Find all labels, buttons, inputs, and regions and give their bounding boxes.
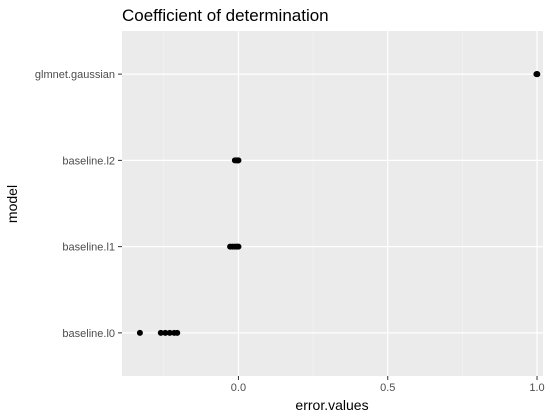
grid-minor	[163, 31, 463, 376]
chart-title: Coefficient of determination	[122, 6, 329, 25]
data-point	[136, 329, 143, 336]
data-point	[162, 329, 169, 336]
y-tick-label: baseline.l0	[62, 328, 115, 340]
x-axis: 0.0 0.5 1.0	[231, 376, 545, 394]
plot-panel	[122, 31, 543, 376]
data-point	[235, 243, 242, 250]
y-axis: baseline.l0 baseline.l1 baseline.l2 glmnet.…	[35, 69, 122, 340]
data-point	[174, 329, 181, 336]
data-point	[157, 329, 164, 336]
y-tick-label: baseline.l2	[62, 155, 115, 167]
y-tick-label: glmnet.gaussian	[35, 69, 115, 81]
y-axis-title: model	[4, 185, 20, 223]
data-points	[136, 71, 541, 336]
data-point	[534, 71, 541, 78]
x-axis-title: error.values	[295, 397, 368, 413]
data-point	[166, 329, 173, 336]
x-tick-label: 0.5	[380, 382, 395, 394]
y-tick-label: baseline.l1	[62, 242, 115, 254]
data-point	[235, 157, 242, 164]
x-tick-label: 1.0	[529, 382, 544, 394]
x-tick-label: 0.0	[231, 382, 246, 394]
grid-major	[122, 31, 543, 376]
